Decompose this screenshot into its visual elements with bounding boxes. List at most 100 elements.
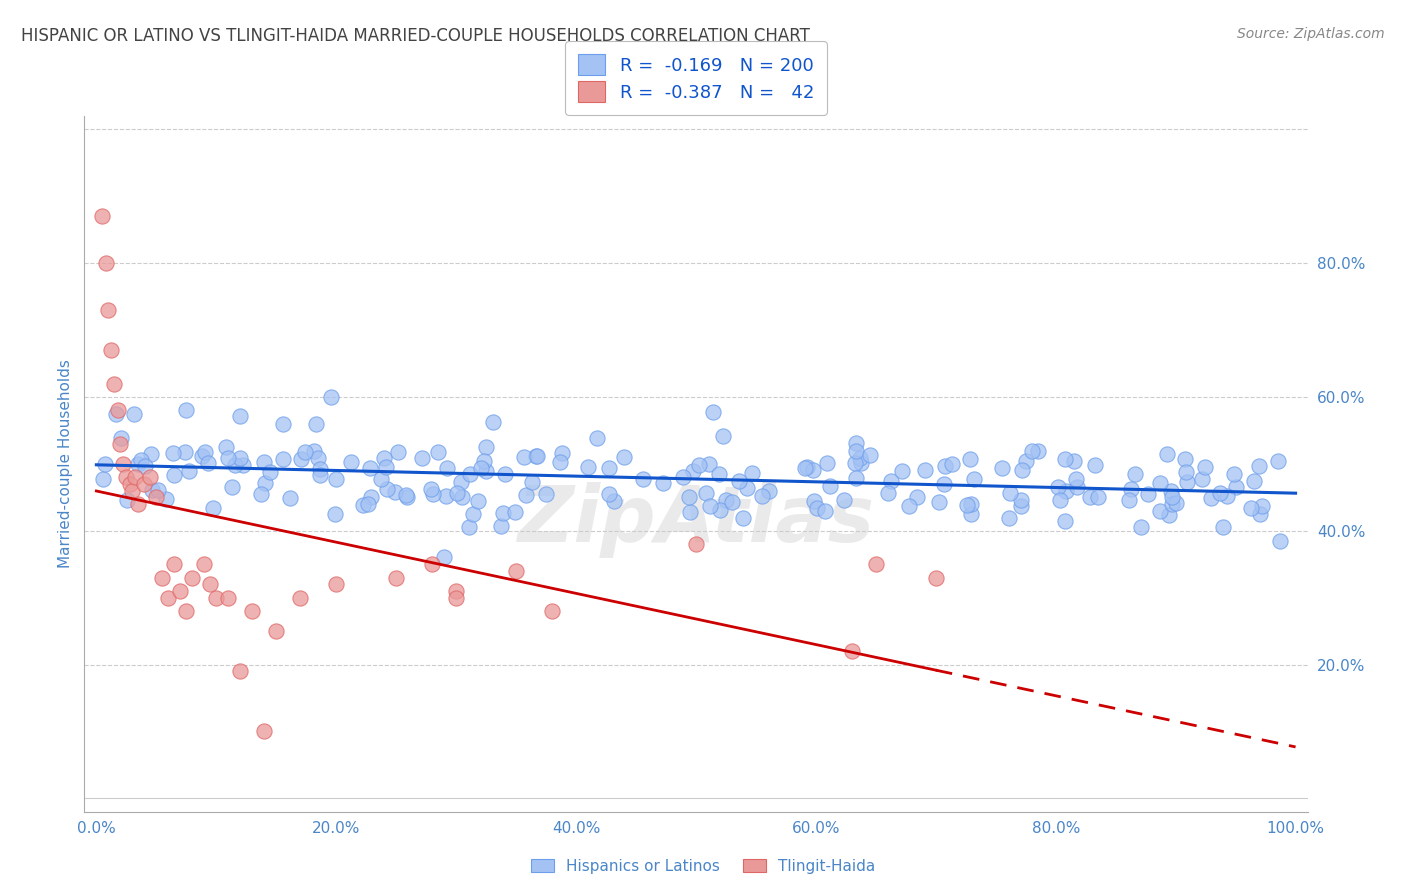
Point <box>1149 476 1171 491</box>
Point <box>991 460 1014 475</box>
Point <box>482 415 505 429</box>
Point <box>194 445 217 459</box>
Point <box>897 499 920 513</box>
Point <box>1194 460 1216 475</box>
Point <box>129 453 152 467</box>
Point <box>157 591 180 605</box>
Point <box>758 483 780 498</box>
Point <box>1149 504 1171 518</box>
Point <box>1015 454 1038 468</box>
Point <box>1053 452 1076 467</box>
Point <box>1137 487 1160 501</box>
Point <box>458 520 481 534</box>
Point <box>959 451 981 466</box>
Point <box>1175 475 1198 489</box>
Point <box>714 493 737 508</box>
Point <box>1239 500 1261 515</box>
Point <box>1201 491 1223 506</box>
Point <box>467 493 489 508</box>
Point <box>685 537 707 551</box>
Point <box>107 403 129 417</box>
Point <box>253 724 276 739</box>
Point <box>94 256 117 270</box>
Point <box>1216 489 1239 503</box>
Point <box>859 448 882 462</box>
Point <box>97 303 120 318</box>
Point <box>891 464 914 478</box>
Point <box>699 500 721 514</box>
Point <box>254 476 277 491</box>
Point <box>679 505 702 519</box>
Point <box>100 343 122 358</box>
Point <box>434 489 457 503</box>
Point <box>155 491 177 506</box>
Point <box>250 486 273 500</box>
Point <box>541 604 564 618</box>
Point <box>145 491 167 505</box>
Point <box>193 557 215 572</box>
Point <box>134 458 156 473</box>
Point <box>997 511 1019 525</box>
Point <box>1209 485 1232 500</box>
Point <box>450 475 472 489</box>
Point <box>598 487 620 501</box>
Point <box>1160 483 1182 498</box>
Point <box>513 450 536 465</box>
Point <box>1166 496 1188 510</box>
Point <box>1249 458 1271 473</box>
Point <box>290 591 312 605</box>
Point <box>205 591 228 605</box>
Point <box>741 466 763 480</box>
Point <box>103 376 125 391</box>
Point <box>814 503 837 517</box>
Point <box>505 564 527 578</box>
Point <box>818 478 841 492</box>
Point <box>197 457 219 471</box>
Point <box>845 435 868 450</box>
Text: Source: ZipAtlas.com: Source: ZipAtlas.com <box>1237 27 1385 41</box>
Point <box>110 437 132 451</box>
Point <box>118 477 141 491</box>
Point <box>411 450 433 465</box>
Point <box>181 571 204 585</box>
Point <box>1066 480 1088 494</box>
Point <box>105 408 128 422</box>
Point <box>794 461 817 475</box>
Point <box>1011 463 1033 477</box>
Point <box>702 405 724 419</box>
Point <box>515 488 537 502</box>
Point <box>325 577 347 591</box>
Point <box>914 463 936 477</box>
Point <box>803 494 825 508</box>
Point <box>323 507 346 521</box>
Point <box>865 557 887 572</box>
Text: ZipAtlas: ZipAtlas <box>517 482 875 558</box>
Point <box>735 481 758 495</box>
Point <box>603 494 626 508</box>
Point <box>1021 443 1043 458</box>
Point <box>232 458 254 472</box>
Point <box>728 474 751 488</box>
Point <box>169 584 191 599</box>
Point <box>880 474 903 488</box>
Point <box>844 457 866 471</box>
Point <box>796 460 818 475</box>
Point <box>845 471 868 485</box>
Point <box>1161 490 1184 504</box>
Point <box>1054 514 1077 528</box>
Point <box>174 445 197 459</box>
Point <box>174 604 197 618</box>
Point <box>475 464 498 478</box>
Point <box>127 497 149 511</box>
Point <box>651 475 673 490</box>
Legend: R =  -0.169   N = 200, R =  -0.387   N =   42: R = -0.169 N = 200, R = -0.387 N = 42 <box>565 42 827 115</box>
Point <box>720 495 742 509</box>
Point <box>217 451 239 466</box>
Point <box>200 577 222 591</box>
Point <box>139 447 162 461</box>
Legend: Hispanics or Latinos, Tlingit-Haida: Hispanics or Latinos, Tlingit-Haida <box>524 853 882 880</box>
Point <box>1130 520 1153 534</box>
Point <box>141 483 163 498</box>
Point <box>963 472 986 486</box>
Point <box>127 457 149 471</box>
